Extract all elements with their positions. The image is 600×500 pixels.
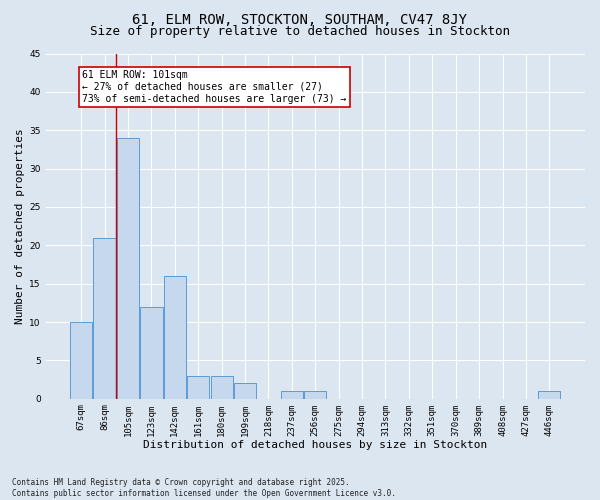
Bar bbox=[140, 306, 163, 398]
Bar bbox=[187, 376, 209, 398]
Bar bbox=[281, 391, 303, 398]
Text: Contains HM Land Registry data © Crown copyright and database right 2025.
Contai: Contains HM Land Registry data © Crown c… bbox=[12, 478, 396, 498]
Bar bbox=[234, 384, 256, 398]
Bar bbox=[164, 276, 186, 398]
Bar bbox=[304, 391, 326, 398]
Text: 61 ELM ROW: 101sqm
← 27% of detached houses are smaller (27)
73% of semi-detache: 61 ELM ROW: 101sqm ← 27% of detached hou… bbox=[82, 70, 347, 104]
Bar bbox=[70, 322, 92, 398]
Text: Size of property relative to detached houses in Stockton: Size of property relative to detached ho… bbox=[90, 25, 510, 38]
Y-axis label: Number of detached properties: Number of detached properties bbox=[15, 128, 25, 324]
Text: 61, ELM ROW, STOCKTON, SOUTHAM, CV47 8JY: 61, ELM ROW, STOCKTON, SOUTHAM, CV47 8JY bbox=[133, 12, 467, 26]
X-axis label: Distribution of detached houses by size in Stockton: Distribution of detached houses by size … bbox=[143, 440, 487, 450]
Bar bbox=[538, 391, 560, 398]
Bar bbox=[117, 138, 139, 398]
Bar bbox=[211, 376, 233, 398]
Bar bbox=[94, 238, 116, 398]
